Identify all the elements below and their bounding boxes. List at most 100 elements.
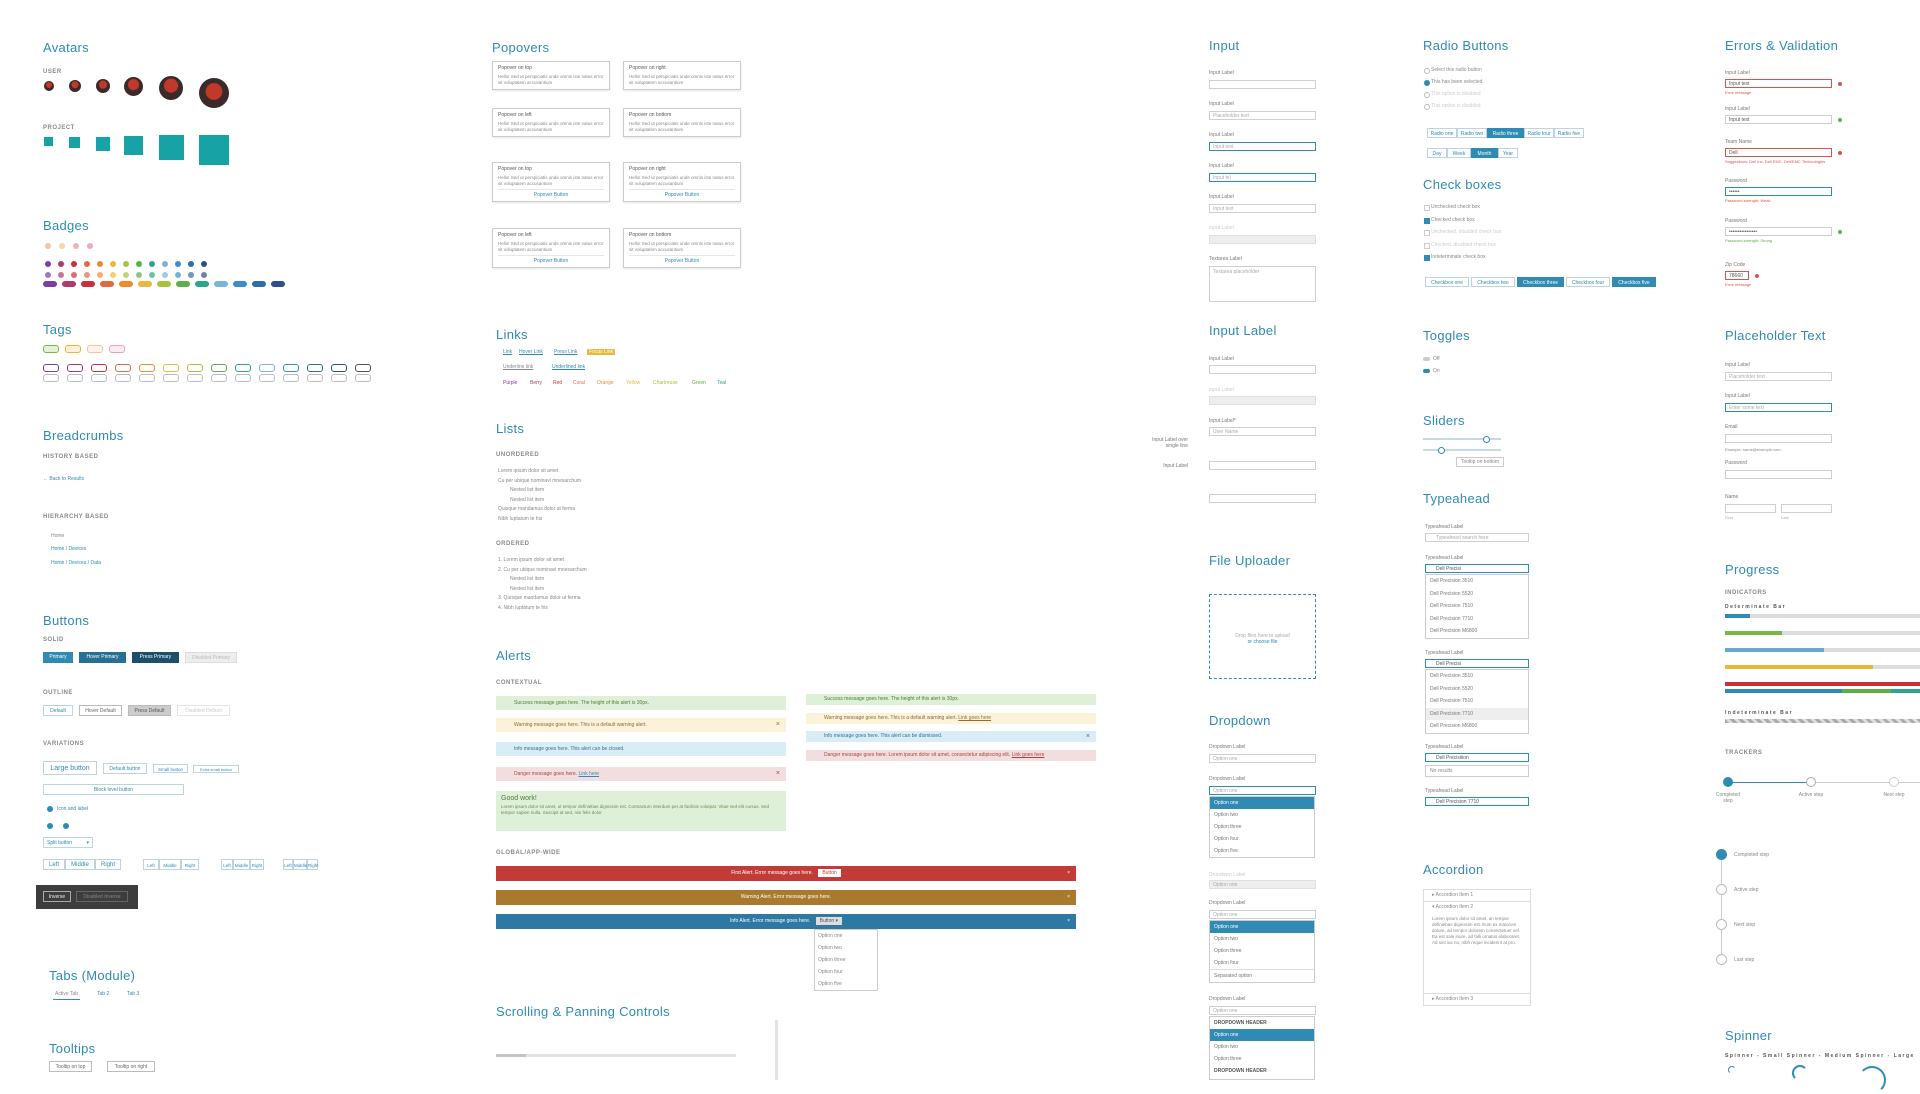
scrollbar-thumb[interactable]: [496, 1054, 526, 1057]
breadcrumb-back-link[interactable]: ← Back to Results: [43, 476, 85, 482]
text-field[interactable]: [1725, 434, 1832, 443]
choose-file-link[interactable]: or choose file: [1247, 639, 1278, 645]
accordion-item[interactable]: ▾ Accordion Item 2: [1432, 904, 1474, 910]
alert-link[interactable]: Link goes here: [958, 715, 992, 721]
avatar[interactable]: [124, 77, 143, 96]
horizontal-scrollbar[interactable]: [496, 1054, 736, 1057]
large-button[interactable]: Large button: [43, 761, 97, 775]
radio-segment[interactable]: Month: [1471, 148, 1498, 158]
link[interactable]: Red: [553, 380, 563, 386]
avatar[interactable]: [44, 81, 54, 91]
slider-handle[interactable]: [1438, 447, 1445, 454]
default-size-button[interactable]: Default button: [103, 763, 147, 774]
menu-item[interactable]: Option one: [818, 933, 843, 939]
button-group-item[interactable]: Middle: [233, 859, 250, 870]
alert-link[interactable]: Link here: [578, 771, 600, 777]
validated-field[interactable]: Dell: [1725, 148, 1832, 157]
validated-field[interactable]: Input text: [1725, 115, 1832, 124]
button-group-item[interactable]: Middle: [293, 859, 307, 870]
checkbox[interactable]: [1424, 230, 1430, 236]
disabled-primary-button[interactable]: Disabled Primary: [185, 652, 237, 663]
tab-3[interactable]: Tab 3: [127, 991, 140, 997]
typeahead-input[interactable]: Typeahead search here: [1425, 533, 1529, 542]
toggle-on[interactable]: [1423, 369, 1430, 373]
hover-primary-button[interactable]: Hover Primary: [79, 652, 126, 663]
toggle-off[interactable]: [1423, 357, 1430, 361]
menu-item[interactable]: Option three: [818, 957, 846, 963]
dropdown-option[interactable]: Option two: [1214, 1044, 1238, 1050]
avatar[interactable]: [69, 80, 81, 92]
typeahead-result[interactable]: Dell Precision 7710: [1430, 615, 1474, 622]
typeahead-result[interactable]: Dell Precision 7710: [1426, 707, 1528, 720]
validated-field[interactable]: ••••••: [1725, 187, 1832, 196]
text-field[interactable]: [1209, 494, 1316, 503]
button-group-item[interactable]: Middle: [65, 859, 95, 870]
close-icon[interactable]: ×: [1067, 870, 1070, 876]
checkbox[interactable]: [1424, 242, 1430, 249]
alert-action-button[interactable]: Button: [818, 869, 841, 877]
disabled-default-button[interactable]: Disabled Default: [177, 705, 230, 716]
dropdown-option[interactable]: Option four: [1214, 836, 1239, 842]
checkbox-segment[interactable]: Checkbox four: [1566, 277, 1610, 287]
link[interactable]: Focus Link: [587, 349, 616, 355]
radio-segment[interactable]: Radio three: [1487, 128, 1524, 138]
slider-handle[interactable]: [1483, 436, 1490, 443]
block-level-button[interactable]: Block level button: [43, 784, 184, 795]
press-default-button[interactable]: Press Default: [128, 705, 171, 716]
typeahead-result[interactable]: Dell Precision 3510: [1430, 673, 1474, 679]
plus-icon[interactable]: [47, 823, 53, 829]
press-primary-button[interactable]: Press Primary: [132, 652, 179, 663]
dropdown-select[interactable]: Option one: [1209, 1006, 1316, 1015]
share-icon[interactable]: [199, 135, 229, 165]
checkbox-segment[interactable]: Checkbox one: [1425, 277, 1469, 287]
default-button[interactable]: Default: [43, 705, 73, 716]
breadcrumb[interactable]: Home: [51, 533, 65, 539]
button-group-item[interactable]: Left: [221, 859, 233, 870]
text-field[interactable]: [1209, 235, 1316, 244]
typeahead-result[interactable]: Dell Precision 3510: [1430, 578, 1474, 584]
icon-and-label-button[interactable]: Icon and label: [57, 806, 89, 812]
radio-segment[interactable]: Year: [1498, 148, 1518, 158]
dropdown-option[interactable]: Option two: [1214, 812, 1238, 818]
link[interactable]: Teal: [717, 380, 727, 386]
radio-segment[interactable]: Day: [1427, 148, 1447, 158]
small-button[interactable]: Small button: [153, 764, 188, 773]
link[interactable]: Green: [692, 380, 706, 386]
button-group-item[interactable]: Right: [181, 859, 199, 870]
alert-dropdown-button[interactable]: Button ▾: [815, 917, 843, 925]
tab-active[interactable]: Active Tab: [53, 991, 80, 1000]
text-field[interactable]: [1209, 365, 1316, 374]
validated-field[interactable]: Input text: [1725, 79, 1832, 88]
primary-button[interactable]: Primary: [43, 652, 73, 663]
dropdown-option[interactable]: Option one: [1210, 1029, 1314, 1041]
vertical-scrollbar[interactable]: [775, 1020, 778, 1080]
inverse-button[interactable]: Inverse: [43, 891, 71, 902]
split-button[interactable]: Split button ▾: [43, 837, 93, 848]
close-icon[interactable]: ×: [1085, 733, 1090, 740]
checkbox[interactable]: [1424, 217, 1430, 224]
tooltip-top-button[interactable]: Tooltip on top: [49, 1061, 92, 1072]
link[interactable]: Purple: [503, 380, 518, 386]
dropdown-option[interactable]: Option one: [1210, 797, 1314, 809]
link[interactable]: Hover Link: [519, 349, 543, 355]
button-group-item[interactable]: Middle: [159, 859, 181, 870]
radio-button[interactable]: [1424, 80, 1430, 86]
link[interactable]: Chartreuse: [653, 380, 678, 386]
typeahead-result[interactable]: Dell Precision M6800: [1430, 628, 1478, 634]
menu-item[interactable]: Option four: [818, 969, 843, 975]
popover-button[interactable]: Popover Button: [498, 189, 604, 198]
button-group-item[interactable]: Left: [43, 859, 65, 870]
disabled-field[interactable]: [1209, 396, 1316, 405]
first-name-field[interactable]: [1725, 504, 1776, 513]
radio-segment[interactable]: Radio five: [1554, 128, 1584, 138]
disabled-inverse-button[interactable]: Disabled Inverse: [76, 891, 128, 902]
button-group-item[interactable]: Left: [143, 859, 159, 870]
hover-default-button[interactable]: Hover Default: [79, 705, 122, 716]
radio-segment[interactable]: Radio four: [1524, 128, 1554, 138]
typeahead-result[interactable]: Dell Precision 5520: [1430, 685, 1474, 692]
alert-link[interactable]: Link goes here: [1011, 752, 1045, 758]
text-field[interactable]: [1209, 461, 1316, 470]
close-icon[interactable]: ×: [1067, 894, 1070, 900]
checkbox[interactable]: [1424, 205, 1430, 211]
radio-button[interactable]: [1424, 92, 1430, 98]
